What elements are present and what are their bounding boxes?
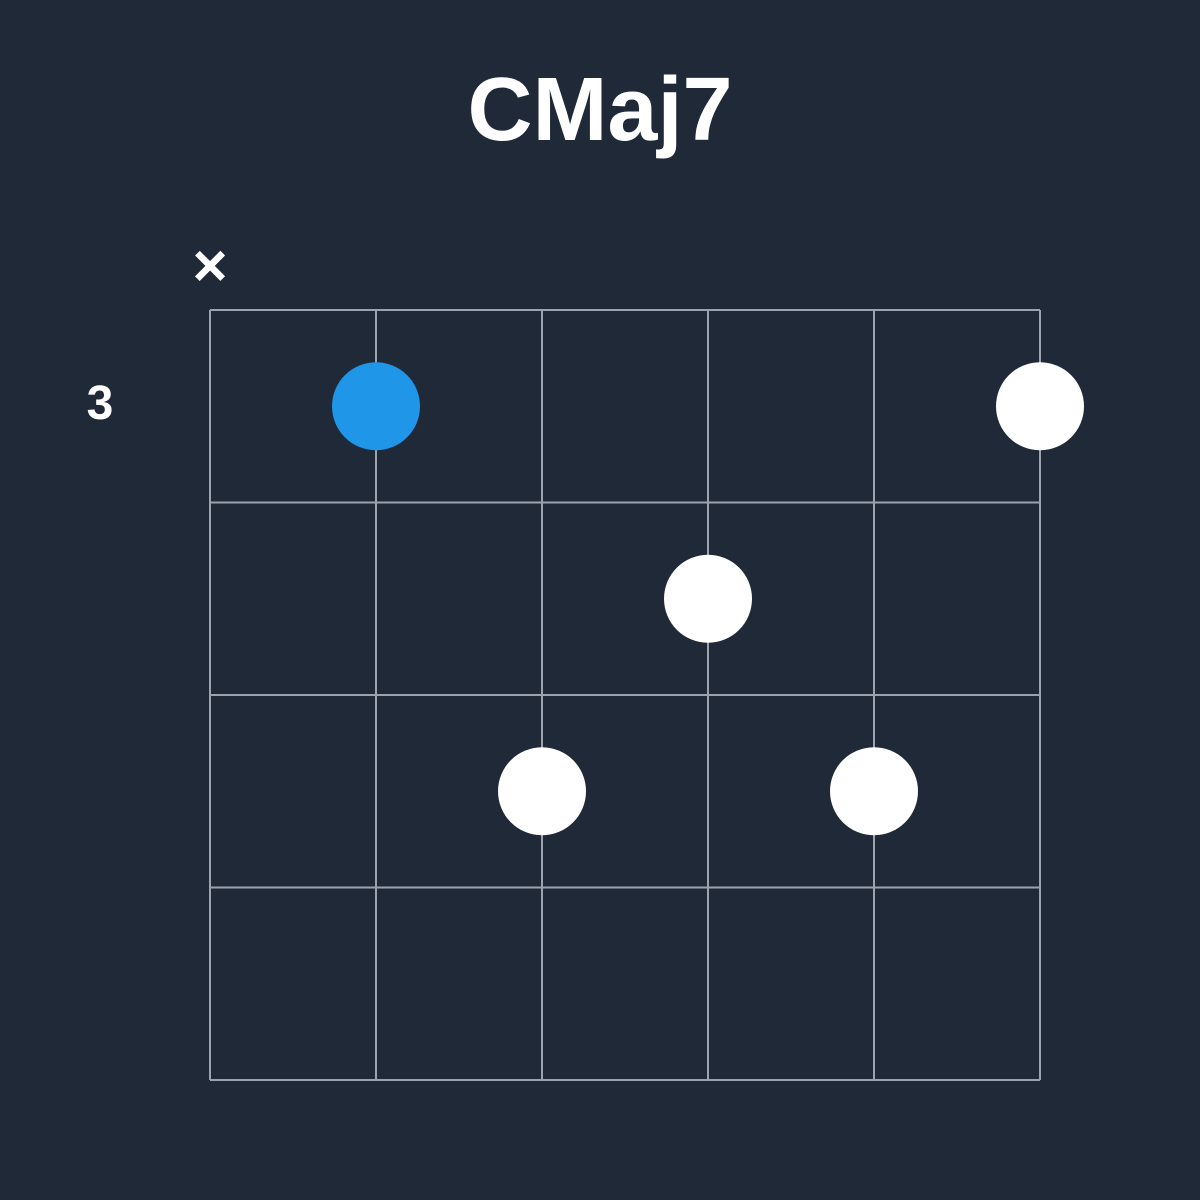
finger-dot — [830, 747, 918, 835]
chord-title: CMaj7 — [467, 60, 732, 160]
mute-marker-icon: × — [192, 232, 227, 299]
finger-dot — [498, 747, 586, 835]
finger-dot — [664, 555, 752, 643]
finger-dot — [996, 362, 1084, 450]
root-note-dot — [332, 362, 420, 450]
background — [0, 0, 1200, 1200]
start-fret-label: 3 — [87, 377, 114, 430]
chord-diagram: CMaj7 3 × — [0, 0, 1200, 1200]
